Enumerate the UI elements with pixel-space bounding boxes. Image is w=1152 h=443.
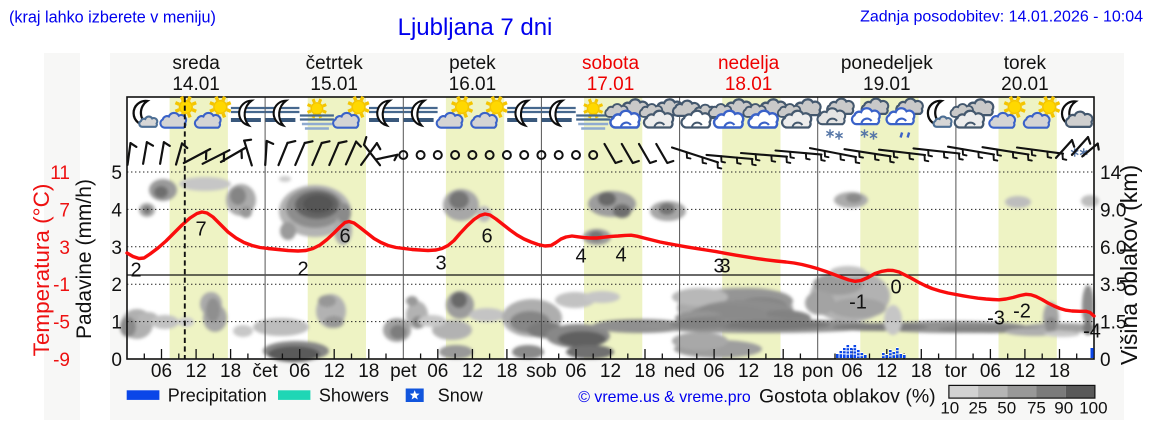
svg-text:3: 3 — [59, 238, 70, 259]
svg-text:12: 12 — [324, 361, 345, 382]
svg-text:10: 10 — [940, 399, 959, 418]
svg-text:6: 6 — [339, 226, 350, 248]
svg-text:pet: pet — [390, 361, 417, 382]
svg-text:4: 4 — [111, 200, 122, 221]
svg-text:0: 0 — [111, 350, 122, 371]
svg-text:12: 12 — [876, 361, 897, 382]
svg-text:18: 18 — [1049, 361, 1070, 382]
svg-text:2: 2 — [111, 275, 122, 296]
svg-text:sobota: sobota — [582, 53, 639, 74]
svg-text:2: 2 — [297, 259, 308, 281]
svg-text:06: 06 — [427, 361, 448, 382]
svg-text:torek: torek — [1004, 53, 1047, 74]
svg-text:18: 18 — [634, 361, 655, 382]
svg-text:3: 3 — [435, 253, 446, 275]
svg-text:75: 75 — [1027, 399, 1046, 418]
svg-text:2: 2 — [130, 260, 141, 282]
svg-text:Gostota oblakov (%): Gostota oblakov (%) — [759, 386, 936, 408]
svg-text:3: 3 — [111, 238, 122, 259]
svg-text:3.5: 3.5 — [1100, 275, 1126, 296]
svg-text:Temperatura (°C): Temperatura (°C) — [29, 184, 54, 357]
svg-text:5: 5 — [111, 163, 122, 184]
svg-text:pon: pon — [802, 361, 834, 382]
svg-text:3: 3 — [713, 256, 724, 278]
svg-text:06: 06 — [842, 361, 863, 382]
svg-text:18: 18 — [358, 361, 379, 382]
svg-text:20.01: 20.01 — [1001, 74, 1049, 95]
svg-text:ned: ned — [664, 361, 696, 382]
svg-text:Padavine (mm/h): Padavine (mm/h) — [73, 179, 96, 339]
svg-text:Precipitation: Precipitation — [168, 386, 267, 406]
svg-text:06: 06 — [704, 361, 725, 382]
svg-text:-3: -3 — [987, 308, 1005, 330]
svg-text:0: 0 — [1100, 350, 1111, 371]
svg-text:90: 90 — [1054, 399, 1073, 418]
svg-text:1: 1 — [111, 313, 122, 334]
svg-text:-1: -1 — [53, 275, 70, 296]
svg-text:50: 50 — [997, 399, 1016, 418]
svg-text:© vreme.us & vreme.pro: © vreme.us & vreme.pro — [578, 389, 751, 406]
svg-text:-9: -9 — [53, 350, 70, 371]
svg-text:18: 18 — [773, 361, 794, 382]
svg-text:16.01: 16.01 — [449, 74, 497, 95]
svg-text:17.01: 17.01 — [587, 74, 635, 95]
svg-text:četrtek: četrtek — [306, 53, 364, 74]
svg-text:-4: -4 — [1083, 321, 1101, 343]
svg-text:0: 0 — [890, 277, 901, 299]
svg-text:(kraj lahko izberete v meniju): (kraj lahko izberete v meniju) — [9, 9, 216, 27]
svg-text:14: 14 — [1100, 163, 1122, 184]
svg-text:Showers: Showers — [319, 386, 389, 406]
svg-text:18.01: 18.01 — [725, 74, 773, 95]
svg-text:sreda: sreda — [172, 53, 220, 74]
svg-text:12: 12 — [1014, 361, 1035, 382]
svg-text:100: 100 — [1079, 399, 1107, 418]
svg-text:19.01: 19.01 — [863, 74, 911, 95]
svg-text:Zadnja posodobitev: 14.01.2026: Zadnja posodobitev: 14.01.2026 - 10:04 — [860, 9, 1143, 26]
svg-text:nedelja: nedelja — [718, 53, 780, 74]
svg-text:06: 06 — [980, 361, 1001, 382]
svg-text:06: 06 — [565, 361, 586, 382]
svg-text:15.01: 15.01 — [310, 74, 358, 95]
svg-text:-5: -5 — [53, 313, 70, 334]
svg-text:-1: -1 — [849, 292, 867, 314]
svg-text:14.01: 14.01 — [172, 74, 220, 95]
svg-text:12: 12 — [186, 361, 207, 382]
svg-text:3: 3 — [719, 256, 730, 278]
svg-text:06: 06 — [289, 361, 310, 382]
svg-text:25: 25 — [968, 399, 987, 418]
svg-text:petek: petek — [449, 53, 496, 74]
svg-text:4: 4 — [615, 245, 626, 267]
svg-text:18: 18 — [220, 361, 241, 382]
svg-text:1.5: 1.5 — [1100, 313, 1126, 334]
svg-text:12: 12 — [600, 361, 621, 382]
svg-text:tor: tor — [945, 361, 968, 382]
svg-text:7: 7 — [195, 219, 206, 241]
svg-text:6: 6 — [481, 226, 492, 248]
svg-text:7: 7 — [59, 200, 70, 221]
svg-text:18: 18 — [496, 361, 517, 382]
svg-text:11: 11 — [50, 163, 70, 184]
svg-text:-2: -2 — [1013, 301, 1031, 323]
svg-text:12: 12 — [738, 361, 759, 382]
svg-text:18: 18 — [911, 361, 932, 382]
svg-text:Snow: Snow — [438, 386, 484, 406]
svg-text:čet: čet — [252, 361, 278, 382]
svg-text:Ljubljana 7 dni: Ljubljana 7 dni — [398, 14, 553, 41]
svg-text:ponedeljek: ponedeljek — [841, 53, 933, 74]
svg-text:6.0: 6.0 — [1100, 238, 1126, 259]
svg-text:sob: sob — [526, 361, 557, 382]
svg-text:06: 06 — [151, 361, 172, 382]
svg-text:Višina oblakov (km): Višina oblakov (km) — [1116, 165, 1142, 365]
svg-text:12: 12 — [462, 361, 483, 382]
svg-text:4: 4 — [575, 246, 586, 268]
svg-text:9.0: 9.0 — [1100, 200, 1126, 221]
